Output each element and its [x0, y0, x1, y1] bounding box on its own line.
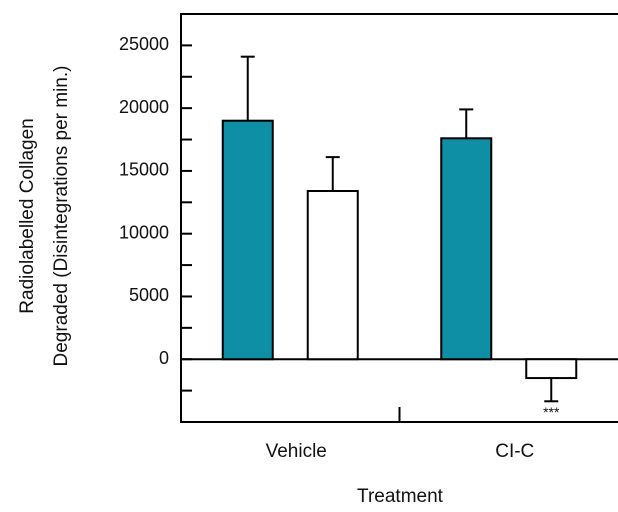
bar: [440, 137, 493, 361]
y-tick-label: 0: [159, 348, 169, 368]
y-tick-label: 20000: [119, 97, 169, 117]
y-axis-label: Degraded (Disintegrations per min.): [51, 66, 72, 367]
bar: [221, 119, 274, 361]
y-tick-label: 15000: [119, 160, 169, 180]
annotation: ***: [543, 404, 560, 420]
x-tick-label: Vehicle: [266, 441, 327, 462]
bar: [306, 190, 359, 361]
y-tick-label: 10000: [119, 222, 169, 242]
y-tick-label: 25000: [119, 34, 169, 54]
x-tick-label: CI-C: [495, 441, 534, 462]
y-axis-label: Radiolabelled Collagen: [17, 118, 38, 313]
bar: [525, 358, 578, 380]
y-tick-label: 5000: [129, 285, 169, 305]
x-axis-label: Treatment: [357, 486, 444, 507]
